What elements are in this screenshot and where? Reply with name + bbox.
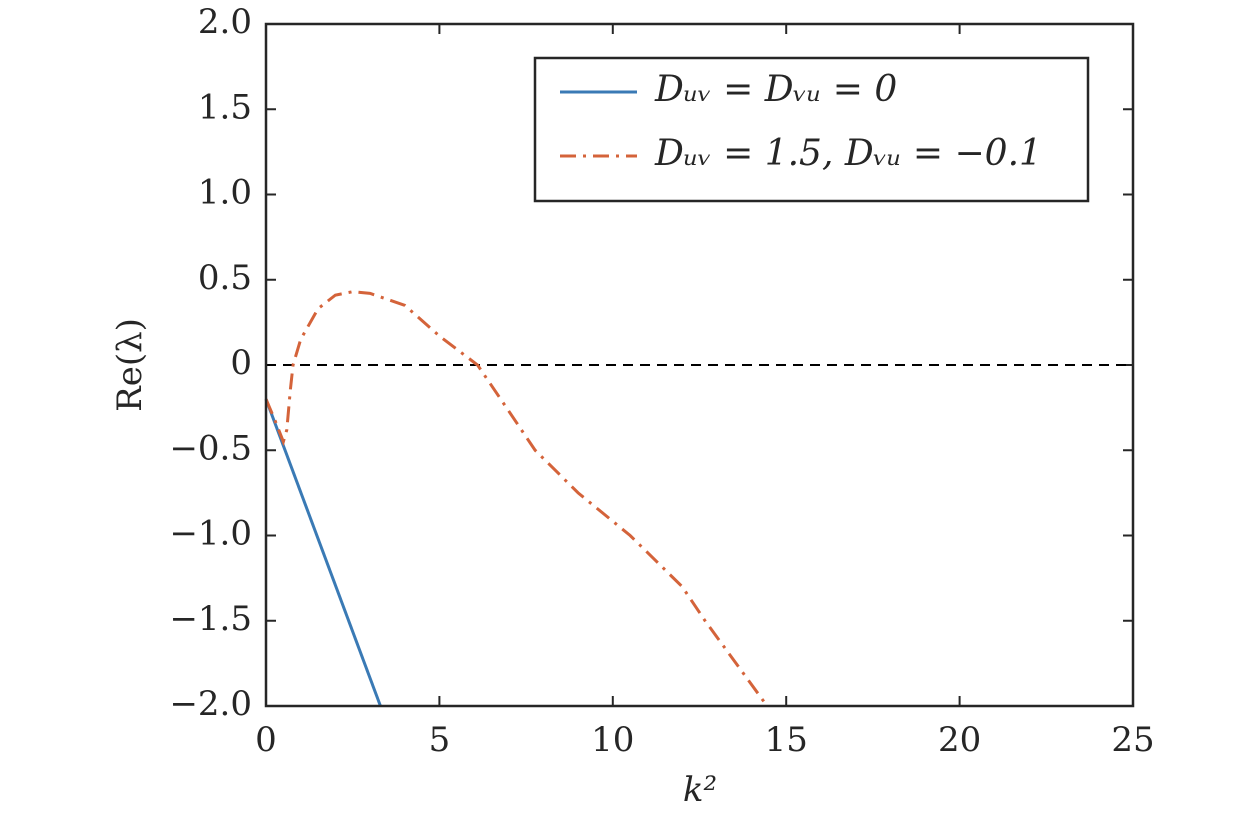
plot-frame	[264, 22, 1135, 708]
y-tick-label: 1.5	[198, 87, 252, 127]
y-tick-label: −0.5	[169, 428, 252, 468]
series-line	[264, 290, 769, 707]
x-tick-label: 0	[255, 720, 277, 760]
y-tick-label: −2.0	[169, 684, 252, 724]
y-tick-label: 0.5	[198, 258, 252, 298]
legend-label: Dᵤᵥ = Dᵥᵤ = 0	[654, 69, 897, 110]
y-tick-label: 1.0	[198, 173, 252, 213]
x-tick-label: 20	[938, 720, 981, 760]
x-tick-label: 15	[765, 720, 808, 760]
x-tick-label: 5	[429, 720, 451, 760]
legend-label: Dᵤᵥ = 1.5, Dᵥᵤ = −0.1	[654, 133, 1042, 174]
y-axis-label: Re(λ)	[110, 318, 150, 412]
y-tick-label: 0	[230, 343, 252, 383]
x-tick-label: 25	[1111, 720, 1154, 760]
legend-box	[533, 56, 1090, 203]
x-tick-label: 10	[591, 720, 634, 760]
y-tick-label: −1.0	[169, 514, 252, 554]
x-axis-label: k²	[683, 770, 717, 810]
y-tick-label: 2.0	[198, 2, 252, 42]
series-line	[264, 398, 382, 707]
y-tick-label: −1.5	[169, 599, 252, 639]
